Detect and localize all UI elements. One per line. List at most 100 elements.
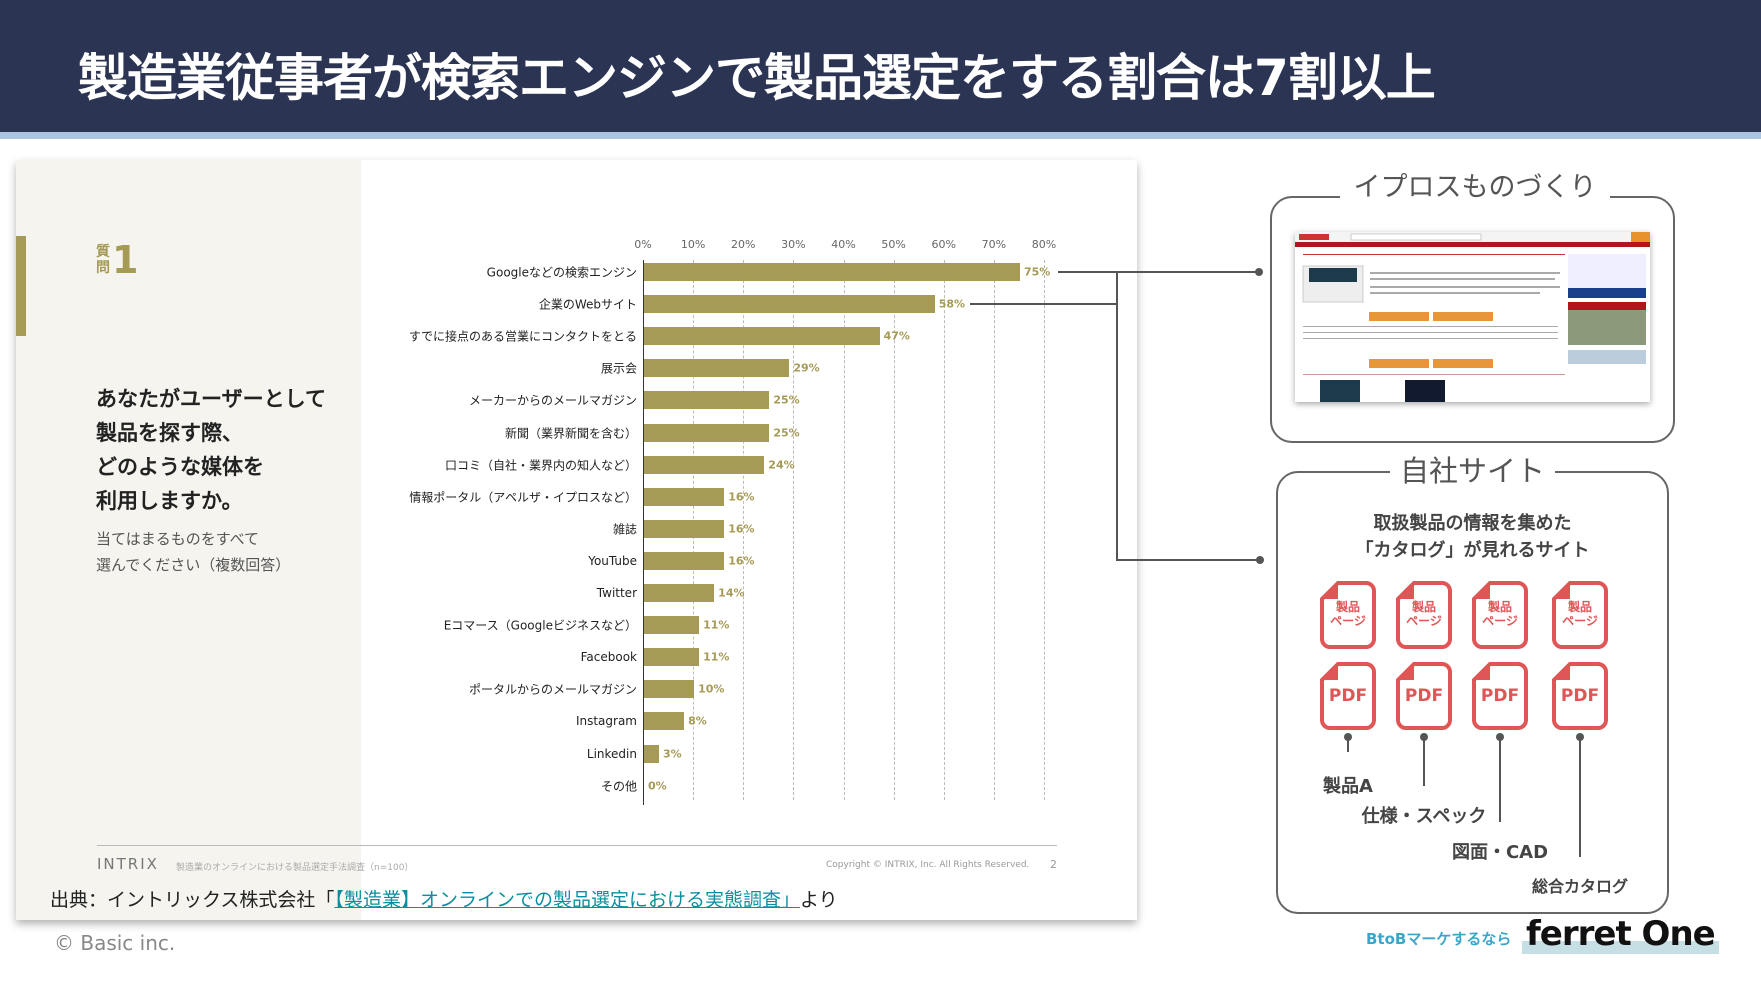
- pdf-file-icon: PDF: [1320, 661, 1376, 731]
- bar: [644, 455, 765, 474]
- bar: [644, 263, 1020, 281]
- bar: [644, 551, 725, 570]
- category-label: メーカーからのメールマガジン: [468, 393, 637, 408]
- question-text: あなたがユーザーとして 製品を探す際、 どのような媒体を 利用しますか。: [96, 387, 326, 513]
- x-tick-label: 40%: [831, 238, 856, 251]
- value-label: 29%: [793, 361, 820, 375]
- source-prefix: 出典：イントリックス株式会社「: [50, 889, 335, 911]
- category-label: ポータルからのメールマガジン: [468, 682, 637, 697]
- document-label: 製品A: [1323, 776, 1373, 797]
- document-label: 図面・CAD: [1451, 842, 1549, 863]
- footer-divider: [97, 845, 1057, 846]
- connector-line: [1579, 737, 1581, 857]
- pdf-file-icon: PDF: [1396, 661, 1452, 731]
- question-prefix: 質問: [96, 244, 110, 276]
- source-citation: 出典：イントリックス株式会社「【製造業】オンラインでの製品選定における実態調査」…: [50, 885, 838, 912]
- product-page-label: 製品 ページ: [1562, 600, 1598, 628]
- value-label: 75%: [1023, 265, 1051, 279]
- pdf-label: PDF: [1480, 686, 1520, 706]
- value-label: 11%: [703, 650, 730, 664]
- ipros-title: イプロスものづくり: [1340, 165, 1610, 204]
- bar: [644, 487, 725, 506]
- x-tick-label: 10%: [680, 238, 706, 251]
- category-label: 企業のWebサイト: [538, 297, 637, 312]
- x-tick-label: 70%: [981, 238, 1007, 251]
- bar: [644, 744, 660, 763]
- bar: [644, 423, 770, 442]
- accent-bar: [16, 236, 26, 336]
- header-stripe: [0, 132, 1761, 139]
- ipros-screenshot: [1295, 232, 1650, 402]
- category-label: YouTube: [588, 553, 637, 568]
- copyright-text: © Basic inc.: [54, 931, 176, 955]
- brand-tagline: BtoBマーケするなら: [1366, 930, 1512, 948]
- own-site-title: 自社サイト: [1390, 448, 1555, 490]
- category-label: 雑誌: [612, 522, 637, 537]
- bar-chart: 0% 10% 20% 30% 40% 50% 60% 70% 80% Googleなどの検索エンジ…: [16, 160, 1137, 920]
- x-tick-label: 80%: [1031, 238, 1057, 251]
- gridline: [743, 260, 745, 800]
- document-label: 仕様・スペック: [1361, 806, 1487, 827]
- value-label: 25%: [773, 426, 800, 439]
- value-label: 0%: [648, 779, 667, 793]
- source-link[interactable]: 【製造業】オンラインでの製品選定における実態調査」: [334, 889, 800, 911]
- page-title: 製造業従事者が検索エンジンで製品選定をする割合は7割以上: [78, 49, 1436, 107]
- x-tick-label: 60%: [931, 238, 956, 251]
- pdf-file-icon: PDF: [1472, 661, 1528, 731]
- own-site-description: 取扱製品の情報を集めた 「カタログ」が見れるサイト: [1355, 513, 1590, 561]
- slide-copyright: Copyright © INTRIX, Inc. All Rights Rese…: [826, 860, 1030, 870]
- category-label: Googleなどの検索エンジン: [486, 265, 637, 280]
- connector-line: [1499, 737, 1501, 822]
- gridline: [993, 260, 995, 800]
- bar: [644, 327, 880, 346]
- gridline: [893, 260, 895, 800]
- product-page-icon: 製品 ページ: [1396, 580, 1452, 650]
- ferret-one-logo: ferret One: [1522, 914, 1719, 954]
- connector-dot: [1255, 268, 1263, 276]
- value-label: 25%: [773, 393, 800, 407]
- question-number: 1: [112, 238, 139, 282]
- category-label: Instagram: [575, 714, 637, 729]
- slide-page-number: 2: [1050, 858, 1057, 871]
- category-label: 口コミ（自社・業界内の知人など）: [444, 458, 637, 473]
- product-page-icon: 製品 ページ: [1320, 580, 1376, 650]
- survey-slide: 質問1 あなたがユーザーとして 製品を探す際、 どのような媒体を 利用しますか。…: [16, 160, 1137, 920]
- category-label: Linkedin: [586, 746, 637, 761]
- source-suffix: より: [799, 889, 838, 911]
- value-label: 11%: [703, 618, 730, 632]
- document-label: 総合カタログ: [1531, 877, 1629, 896]
- pdf-label: PDF: [1328, 686, 1368, 706]
- value-label: 16%: [728, 554, 755, 568]
- product-page-icon: 製品 ページ: [1552, 580, 1608, 650]
- bar: [644, 584, 715, 602]
- instruction-text: 当てはまるものをすべて 選んでください（複数回答）: [96, 530, 291, 574]
- value-label: 14%: [718, 586, 745, 600]
- value-label: 16%: [728, 490, 755, 504]
- value-label: 47%: [883, 329, 910, 343]
- pdf-label: PDF: [1560, 686, 1600, 706]
- bar: [644, 359, 790, 378]
- category-label: 新聞（業界新聞を含む）: [504, 426, 637, 440]
- question-label: 質問1: [96, 238, 138, 282]
- category-label: Facebook: [580, 650, 637, 665]
- bar: [644, 519, 725, 538]
- connector-dot: [1256, 556, 1264, 564]
- x-tick-label: 20%: [731, 238, 756, 251]
- bar: [644, 712, 685, 731]
- bar: [644, 680, 695, 699]
- gridline: [793, 260, 795, 800]
- connector-line: [1423, 737, 1425, 786]
- category-label: 情報ポータル（アペルザ・イプロスなど）: [409, 490, 637, 505]
- intrix-logo: INTRIX: [97, 855, 159, 873]
- product-page-label: 製品 ページ: [1482, 600, 1518, 628]
- product-page-label: 製品 ページ: [1330, 600, 1366, 628]
- header-bar: [0, 0, 1761, 132]
- y-axis: [643, 260, 644, 805]
- category-label: Eコマース（Googleビジネスなど）: [443, 618, 637, 633]
- x-tick-label: 0%: [634, 238, 652, 251]
- bar: [644, 391, 770, 410]
- question-panel: [16, 160, 361, 920]
- webpage-thumbnail-icon: [1295, 232, 1650, 402]
- bar: [644, 295, 935, 314]
